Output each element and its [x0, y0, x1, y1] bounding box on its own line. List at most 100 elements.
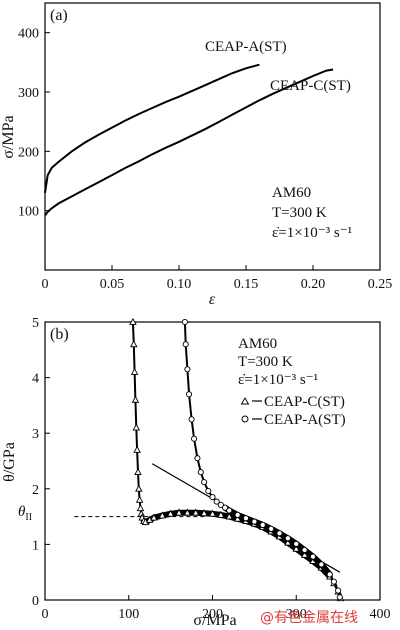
- legend-item-ceap-c: CEAP-C(ST): [240, 394, 345, 410]
- data-point-ceap-a-st-: [217, 501, 224, 508]
- panel-a-y-ticks: 100 200 300 400: [18, 27, 50, 220]
- data-point-ceap-a-st-: [191, 435, 198, 442]
- data-point-ceap-c-st-: [133, 445, 141, 453]
- panel-a-ytick-label: 400: [18, 27, 39, 42]
- data-point-ceap-a-st-: [234, 511, 241, 518]
- data-point-ceap-c-st-: [150, 513, 158, 521]
- data-point-ceap-a-st-: [301, 546, 308, 554]
- data-point-ceap-c-st-: [183, 508, 192, 516]
- panel-b-ytick-label: 0: [32, 594, 39, 609]
- data-point-ceap-a-st-: [251, 518, 258, 525]
- panel-a-frame: [44, 2, 381, 271]
- panel-b-xtick-label: 300: [286, 607, 307, 622]
- data-point-ceap-c-st-: [130, 340, 138, 348]
- legend-item-ceap-a: CEAP-A(ST): [241, 412, 346, 428]
- panel-b-strain-rate: ε̇=1×10⁻³ s⁻¹: [238, 372, 318, 388]
- panel-a-lines: [44, 63, 334, 217]
- panel-b-label: (b): [50, 326, 69, 343]
- legend-label-ceap-c-b: CEAP-C(ST): [264, 394, 345, 410]
- panel-a-x-ticks: 0 0.05 0.10 0.15 0.20 0.25: [42, 265, 393, 292]
- data-point-ceap-c-st-: [225, 512, 234, 520]
- data-point-ceap-a-st-: [335, 587, 342, 594]
- data-point-ceap-c-st-: [136, 504, 145, 512]
- panel-a-xtick-label: 0: [42, 277, 49, 292]
- panel-b-ytick-label: 2: [32, 483, 39, 498]
- panel-b-ytick-label: 5: [32, 316, 39, 331]
- panel-b-ytick-label: 4: [32, 372, 39, 387]
- data-point-ceap-a-st-: [222, 504, 229, 511]
- data-point-ceap-c-st-: [158, 511, 167, 519]
- data-point-ceap-c-st-: [175, 508, 183, 516]
- data-point-ceap-a-st-: [205, 487, 212, 495]
- data-point-ceap-a-st-: [188, 416, 195, 423]
- panel-a-xtick-label: 0.25: [368, 277, 393, 292]
- data-point-ceap-a-st-: [276, 530, 283, 537]
- legend-label-ceap-a-b: CEAP-A(ST): [264, 412, 346, 428]
- panel-a-xtick-label: 0.15: [234, 277, 259, 292]
- data-point-ceap-a-st-: [284, 535, 291, 542]
- data-point-ceap-a-st-: [201, 479, 208, 486]
- data-point-ceap-c-st-: [132, 423, 141, 431]
- panel-b-frame: [44, 321, 381, 601]
- panel-b-ytick-label: 1: [32, 538, 39, 553]
- data-point-ceap-a-st-: [318, 561, 325, 568]
- panel-b-xtick-label: 200: [202, 607, 223, 622]
- data-point-ceap-a-st-: [242, 515, 250, 522]
- data-point-ceap-a-st-: [293, 540, 300, 547]
- panel-a-xtick-label: 0.10: [167, 277, 192, 292]
- data-point-ceap-a-st-: [184, 366, 191, 373]
- data-point-ceap-c-st-: [135, 495, 144, 503]
- data-point-ceap-c-st-: [191, 508, 200, 516]
- panel-a-strain-rate: ε̇=1×10⁻³ s⁻¹: [272, 225, 352, 241]
- data-point-ceap-a-st-: [209, 494, 216, 501]
- data-point-ceap-c-st-: [166, 509, 175, 517]
- panel-b-temperature: T=300 K: [238, 354, 293, 370]
- panel-b-series: [129, 317, 345, 602]
- legend-label-ceap-a: CEAP-A(ST): [205, 39, 287, 55]
- data-point-ceap-a-st-: [309, 553, 317, 560]
- data-point-ceap-a-st-: [182, 341, 189, 348]
- data-point-ceap-a-st-: [213, 498, 220, 505]
- panel-a-material: AM60: [272, 185, 311, 201]
- panel-a-xtick-label: 0.20: [301, 277, 326, 292]
- watermark: @有色金属在线: [260, 609, 358, 626]
- data-point-ceap-a-st-: [326, 571, 333, 578]
- panel-a-ylabel: σ/MPa: [0, 115, 17, 158]
- data-point-ceap-c-st-: [130, 367, 139, 375]
- data-point-ceap-a-st-: [259, 521, 266, 528]
- panel-b-xtick-label: 400: [370, 607, 391, 622]
- panel-b-y-ticks: 0 1 2 3 4 5: [32, 316, 50, 609]
- series-line-ceap-c-st-: [44, 68, 334, 217]
- panel-b-ytick-label: 3: [32, 427, 39, 442]
- theta-ii-annotation: θII: [18, 504, 32, 523]
- panel-b-ylabel: θ/GPa: [1, 442, 18, 482]
- legend-label-ceap-c: CEAP-C(ST): [270, 78, 351, 94]
- panel-b: 0 100 200 300 400 0 1 2 3 4 5 (b) σ/MPa θ/GPa AM6…: [1, 316, 391, 629]
- data-point-ceap-c-st-: [208, 509, 217, 517]
- data-point-ceap-a-st-: [194, 455, 201, 462]
- panel-a-ytick-label: 200: [18, 145, 39, 160]
- data-point-ceap-a-st-: [181, 318, 188, 326]
- panel-a: 0 0.05 0.10 0.15 0.20 0.25 100 200 300 400 (a) ε…: [0, 2, 393, 308]
- panel-a-xtick-label: 0.05: [100, 277, 125, 292]
- panel-a-xlabel: ε: [209, 291, 216, 308]
- panel-b-material: AM60: [238, 336, 277, 352]
- data-point-ceap-c-st-: [129, 317, 137, 325]
- data-point-ceap-a-st-: [226, 507, 233, 514]
- panel-a-ytick-label: 300: [18, 86, 39, 101]
- series-line-ceap-a-st-: [44, 63, 260, 194]
- data-point-ceap-a-st-: [185, 391, 193, 398]
- panel-a-label: (a): [50, 7, 68, 24]
- legend-circle-marker: [241, 415, 249, 423]
- panel-b-xtick-label: 100: [118, 607, 139, 622]
- panel-b-reference-lines: [74, 463, 341, 573]
- panel-b-xtick-label: 0: [42, 607, 49, 622]
- panel-b-x-ticks: 0 100 200 300 400: [42, 595, 391, 622]
- legend-triangle-marker: [240, 397, 250, 405]
- data-point-ceap-c-st-: [200, 509, 208, 517]
- panel-a-temperature: T=300 K: [272, 205, 327, 221]
- data-point-ceap-a-st-: [336, 594, 343, 601]
- data-point-ceap-c-st-: [135, 484, 143, 492]
- data-point-ceap-c-st-: [134, 467, 142, 475]
